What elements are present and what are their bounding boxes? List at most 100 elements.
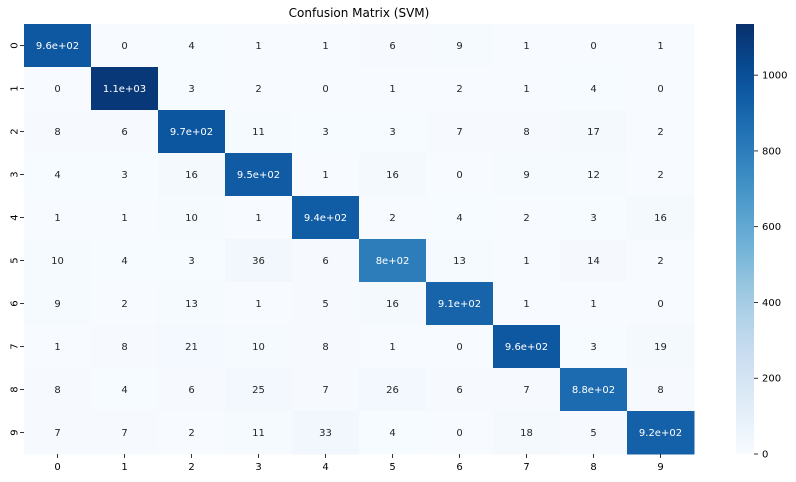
heatmap-grid: 9.6e+02 0 4 1 1 6 9 1 0 10 1.1e+03 3 2 0 1 2 1 4 08 6 9.7e+0… [24, 24, 695, 455]
cell-label-0-6: 9 [456, 41, 462, 52]
heatmap-cell-1-1 [91, 67, 159, 111]
y-tick-label-3: 3 [10, 171, 21, 177]
heatmap-cell-8-4 [292, 368, 360, 412]
heatmap-cell-0-7 [493, 24, 561, 68]
cell-label-7-0: 1 [54, 342, 60, 353]
heatmap-cell-5-9 [627, 239, 695, 283]
cell-label-2-1: 6 [121, 127, 127, 138]
heatmap-cell-2-8 [560, 110, 628, 154]
heatmap-cell-6-6 [426, 282, 494, 326]
cell-label-4-2: 10 [185, 213, 198, 224]
heatmap-cell-3-0 [24, 153, 92, 197]
cell-label-3-2: 16 [185, 170, 198, 181]
cell-label-7-3: 10 [252, 342, 265, 353]
cell-label-0-3: 1 [255, 41, 261, 52]
heatmap-cell-8-6 [426, 368, 494, 412]
heatmap-cell-3-9 [627, 153, 695, 197]
heatmap-cell-4-3 [225, 196, 293, 240]
cell-label-2-9: 2 [657, 127, 663, 138]
cell-label-4-0: 1 [54, 213, 60, 224]
cell-label-9-5: 4 [389, 428, 395, 439]
y-tick-label-8: 8 [10, 386, 21, 392]
cell-label-2-3: 11 [252, 127, 265, 138]
cell-label-3-0: 4 [54, 170, 60, 181]
heatmap-cell-6-8 [560, 282, 628, 326]
cell-label-6-7: 1 [523, 299, 529, 310]
heatmap-cell-6-3 [225, 282, 293, 326]
cell-label-9-4: 33 [319, 428, 332, 439]
heatmap-cell-6-7 [493, 282, 561, 326]
y-tick-label-0: 0 [10, 42, 21, 48]
cell-label-2-6: 7 [456, 127, 462, 138]
heatmap-cell-1-2 [158, 67, 226, 111]
heatmap-cell-5-4 [292, 239, 360, 283]
heatmap-cell-3-8 [560, 153, 628, 197]
cell-label-6-9: 0 [657, 299, 663, 310]
cell-label-0-1: 0 [121, 41, 127, 52]
heatmap-cell-9-4 [292, 411, 360, 455]
heatmap-cell-9-9 [627, 411, 695, 455]
cell-label-8-7: 7 [523, 385, 529, 396]
heatmap-cell-8-3 [225, 368, 293, 412]
y-axis-ticks: 0 1 2 3 4 5 6 7 8 9 [10, 42, 24, 436]
cell-label-0-0: 9.6e+02 [36, 41, 79, 52]
heatmap-cell-6-0 [24, 282, 92, 326]
cell-label-1-4: 0 [322, 84, 328, 95]
cell-label-9-8: 5 [590, 428, 596, 439]
heatmap-cell-5-2 [158, 239, 226, 283]
heatmap-cell-7-3 [225, 325, 293, 369]
colorbar: 0 200 400 600 800 1000 [736, 24, 787, 461]
cell-label-5-5: 8e+02 [376, 256, 410, 267]
cell-label-7-1: 8 [121, 342, 127, 353]
heatmap-cell-9-2 [158, 411, 226, 455]
heatmap-cell-1-9 [627, 67, 695, 111]
chart-title: Confusion Matrix (SVM) [289, 6, 430, 20]
heatmap-cell-7-5 [359, 325, 427, 369]
heatmap-cell-4-6 [426, 196, 494, 240]
heatmap-cell-9-7 [493, 411, 561, 455]
cell-label-5-6: 13 [453, 256, 466, 267]
cell-label-7-7: 9.6e+02 [505, 342, 548, 353]
heatmap-cell-1-5 [359, 67, 427, 111]
heatmap-cell-3-3 [225, 153, 293, 197]
colorbar-tick-label-2: 400 [762, 298, 781, 309]
heatmap-cell-3-1 [91, 153, 159, 197]
cell-label-6-4: 5 [322, 299, 328, 310]
heatmap-cell-5-8 [560, 239, 628, 283]
x-tick-label-9: 9 [657, 462, 663, 473]
heatmap-cell-9-8 [560, 411, 628, 455]
heatmap-cell-5-6 [426, 239, 494, 283]
heatmap-cell-0-9 [627, 24, 695, 68]
heatmap-cell-4-7 [493, 196, 561, 240]
heatmap-cell-8-2 [158, 368, 226, 412]
cell-label-7-8: 3 [590, 342, 596, 353]
cell-label-6-3: 1 [255, 299, 261, 310]
heatmap-cell-2-9 [627, 110, 695, 154]
heatmap-cell-1-8 [560, 67, 628, 111]
cell-label-5-2: 3 [188, 256, 194, 267]
colorbar-tick-label-4: 800 [762, 146, 781, 157]
cell-label-8-8: 8.8e+02 [572, 385, 615, 396]
heatmap-cell-8-8 [560, 368, 628, 412]
cell-label-5-8: 14 [587, 256, 600, 267]
cell-label-1-3: 2 [255, 84, 261, 95]
cell-label-6-6: 9.1e+02 [438, 299, 481, 310]
x-tick-label-1: 1 [121, 462, 127, 473]
heatmap-cell-3-4 [292, 153, 360, 197]
cell-label-6-8: 1 [590, 299, 596, 310]
cell-label-8-2: 6 [188, 385, 194, 396]
heatmap-cell-7-2 [158, 325, 226, 369]
heatmap-cell-0-4 [292, 24, 360, 68]
cell-label-8-4: 7 [322, 385, 328, 396]
cell-label-4-8: 3 [590, 213, 596, 224]
heatmap-cell-9-6 [426, 411, 494, 455]
cell-label-9-6: 0 [456, 428, 462, 439]
cell-label-8-1: 4 [121, 385, 127, 396]
colorbar-tick-label-3: 600 [762, 222, 781, 233]
cell-label-5-7: 1 [523, 256, 529, 267]
heatmap-cell-6-4 [292, 282, 360, 326]
cell-label-5-3: 36 [252, 256, 265, 267]
heatmap-cell-5-1 [91, 239, 159, 283]
heatmap-cell-7-7 [493, 325, 561, 369]
cell-label-7-4: 8 [322, 342, 328, 353]
